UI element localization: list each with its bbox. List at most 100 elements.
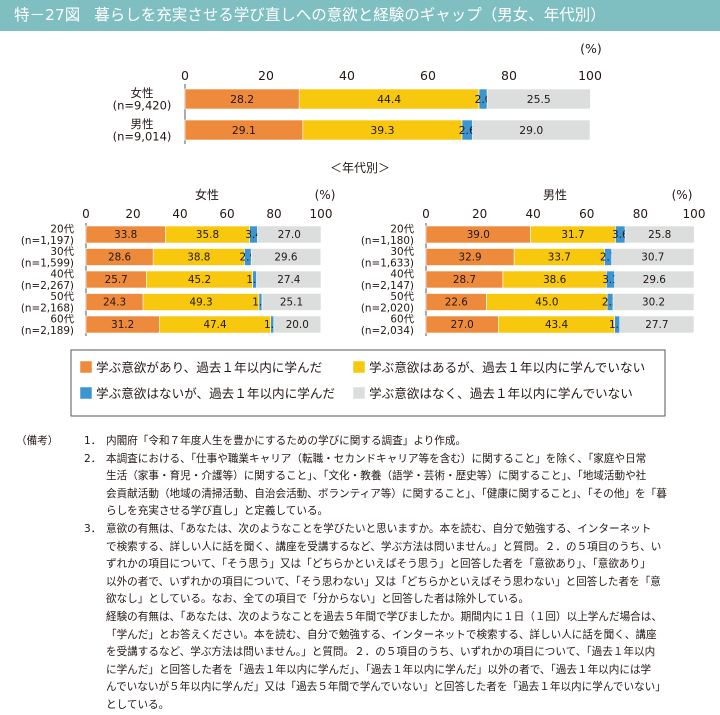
bar-segment [611, 248, 695, 266]
note-number: 1． [84, 435, 102, 447]
note-line: 本調査における、「仕事や職業キャリア（転職・セカンドキャリア等を含む）に関するこ… [106, 452, 647, 465]
data-label: 39.3 [370, 124, 394, 137]
data-label: 35.8 [196, 229, 219, 241]
category-label: 50代 [50, 291, 74, 303]
data-label: 25.1 [280, 297, 303, 309]
data-label: 38.6 [543, 274, 566, 286]
note-line: で検索する、詳しい人に話を聞く、講座を受講するなど、学ぶ方法は問いません。」と質… [106, 540, 662, 553]
category-n-label: (n=1,633) [361, 257, 414, 269]
category-n-label: (n=2,168) [21, 302, 74, 314]
category-n-label: (n=1,197) [21, 235, 74, 247]
chart-canvas: 0 20 40 60 80 100(%)28.2 44.4 2.0 25.5女性(n=9,420… [21, 41, 706, 417]
x-tick-label: 0 [422, 207, 430, 221]
note-text: 本調査における、「仕事や職業キャリア（転職・セカンドキャリア等を含む）に関するこ… [106, 451, 710, 521]
data-label: 30.7 [641, 252, 664, 264]
data-label: 24.3 [103, 297, 126, 309]
data-label: 31.7 [561, 229, 584, 241]
bar-segment [250, 248, 322, 266]
bar-segment [614, 270, 695, 289]
panel-title: 男性 [543, 188, 567, 202]
legend-label: 学ぶ意欲はあるが、過去１年以内に学んでいない [369, 360, 645, 375]
x-tick-label: 100 [310, 207, 333, 221]
bar-segment [261, 293, 322, 311]
note-line: としている。 [106, 698, 170, 711]
note-item: 3． 意欲の有無は、「あなたは、次のようなことを学びたいと思いますか。本を読む、自… [16, 521, 710, 715]
note-item: 2． 本調査における、「仕事や職業キャリア（転職・セカンドキャリア等を含む）に関す… [16, 451, 710, 521]
bar-segment [257, 225, 322, 244]
category-n-label: (n=1,180) [361, 235, 414, 247]
category-n-label: (n=2,020) [361, 302, 414, 314]
legend-swatch [352, 386, 366, 400]
data-label: 25.8 [648, 229, 671, 241]
data-label: 32.9 [459, 252, 482, 264]
bar-segment [619, 315, 695, 334]
category-label: 男性 [131, 117, 154, 131]
legend-label: 学ぶ意欲があり、過去１年以内に学んだ [96, 360, 322, 375]
category-label: 女性 [131, 86, 154, 100]
data-label: 28.2 [230, 93, 254, 106]
age-section-label: ＜年代別＞ [330, 161, 390, 175]
category-n-label: (n=9,420) [113, 99, 172, 113]
data-label: 29.6 [643, 274, 666, 286]
x-tick-label: 20 [125, 207, 140, 221]
category-label: 60代 [50, 314, 74, 326]
bar-segment [256, 270, 322, 289]
legend-label: 学ぶ意欲はなく、過去１年以内に学んでいない [369, 386, 633, 401]
note-item: （備考） 1． 内閣府「令和７年度人生を豊かにするための学びに関する調査」より作成。 [16, 433, 710, 451]
data-label: 30.2 [642, 297, 665, 309]
x-tick-label: 100 [683, 207, 706, 221]
data-label: 38.8 [187, 252, 210, 264]
data-label: 28.6 [108, 252, 131, 264]
category-n-label: (n=1,599) [21, 257, 74, 269]
note-line: を受講するなど、学ぶ方法は問いません。」と質問。２．の５項目のうち、いずれかの項… [106, 646, 656, 659]
note-line: 「学んだ」とお答えください。本を読む、自分で勉強する、インターネットで検索する、… [106, 628, 657, 641]
category-label: 60代 [390, 314, 414, 326]
data-label: 2.6 [459, 124, 476, 137]
note-line: ずれかの項目について、「そう思う」又は「どちらかといえばそう思う」と回答した者を… [106, 558, 651, 571]
data-label: 44.4 [377, 93, 401, 106]
note-line: らしを充実させる学び直し」と定義している。 [106, 505, 329, 518]
legend-swatch [352, 360, 366, 374]
category-label: 20代 [390, 224, 414, 236]
note-number: 2． [84, 452, 102, 465]
category-n-label: (n=2,147) [361, 280, 414, 292]
data-label: 27.7 [645, 319, 668, 331]
category-label: 50代 [390, 291, 414, 303]
note-text: 意欲の有無は、「あなたは、次のようなことを学びたいと思いますか。本を読む、自分で… [106, 521, 710, 715]
data-label: 45.0 [535, 297, 558, 309]
data-label: 3.6 [612, 229, 629, 241]
unit-label: (%) [580, 41, 602, 56]
data-label: 27.4 [277, 274, 301, 286]
legend-swatch [79, 386, 93, 400]
data-label: 33.8 [114, 229, 137, 241]
category-n-label: (n=2,034) [361, 325, 414, 337]
data-label: 20.0 [286, 319, 309, 331]
data-label: 45.2 [188, 274, 211, 286]
x-tick-label: 60 [579, 207, 594, 221]
category-n-label: (n=2,189) [21, 325, 74, 337]
bar-segment [612, 293, 695, 311]
x-tick-label: 60 [219, 207, 234, 221]
note-line: 欲なし」としている。なお、全ての項目で「分からない」と回答した者は除外している。 [106, 593, 530, 606]
category-n-label: (n=2,267) [21, 280, 74, 292]
note-text: 内閣府「令和７年度人生を豊かにするための学びに関する調査」より作成。 [106, 433, 710, 451]
bar-segment [472, 119, 591, 141]
note-line: 経験の有無は、「あなたは、次のようなことを過去５年間で学びましたか。期間内に１日… [106, 610, 662, 623]
x-tick-label: 80 [501, 68, 517, 83]
figure-title-text: 暮らしを充実させる学び直しへの意欲と経験のギャップ（男女、年代別） [94, 6, 606, 24]
category-label: 40代 [50, 269, 74, 281]
data-label: 29.6 [274, 252, 297, 264]
unit-label: (%) [672, 188, 693, 202]
unit-label: (%) [315, 188, 336, 202]
data-label: 27.0 [278, 229, 301, 241]
x-tick-label: 80 [633, 207, 648, 221]
x-tick-label: 40 [526, 207, 541, 221]
data-label: 28.7 [453, 274, 476, 286]
data-label: 31.2 [111, 319, 134, 331]
legend-label: 学ぶ意欲はないが、過去１年以内に学んだ [96, 386, 335, 401]
category-label: 30代 [50, 246, 74, 258]
bar-segment [624, 225, 695, 244]
note-line: 会貢献活動（地域の清掃活動、自治会活動、ボランティア等）に関すること」、「健康に… [106, 487, 667, 500]
note-line: 以外の者で、いずれかの項目について、「そう思わない」又は「どちらかといえばそう思… [106, 575, 661, 588]
x-tick-label: 20 [472, 207, 487, 221]
